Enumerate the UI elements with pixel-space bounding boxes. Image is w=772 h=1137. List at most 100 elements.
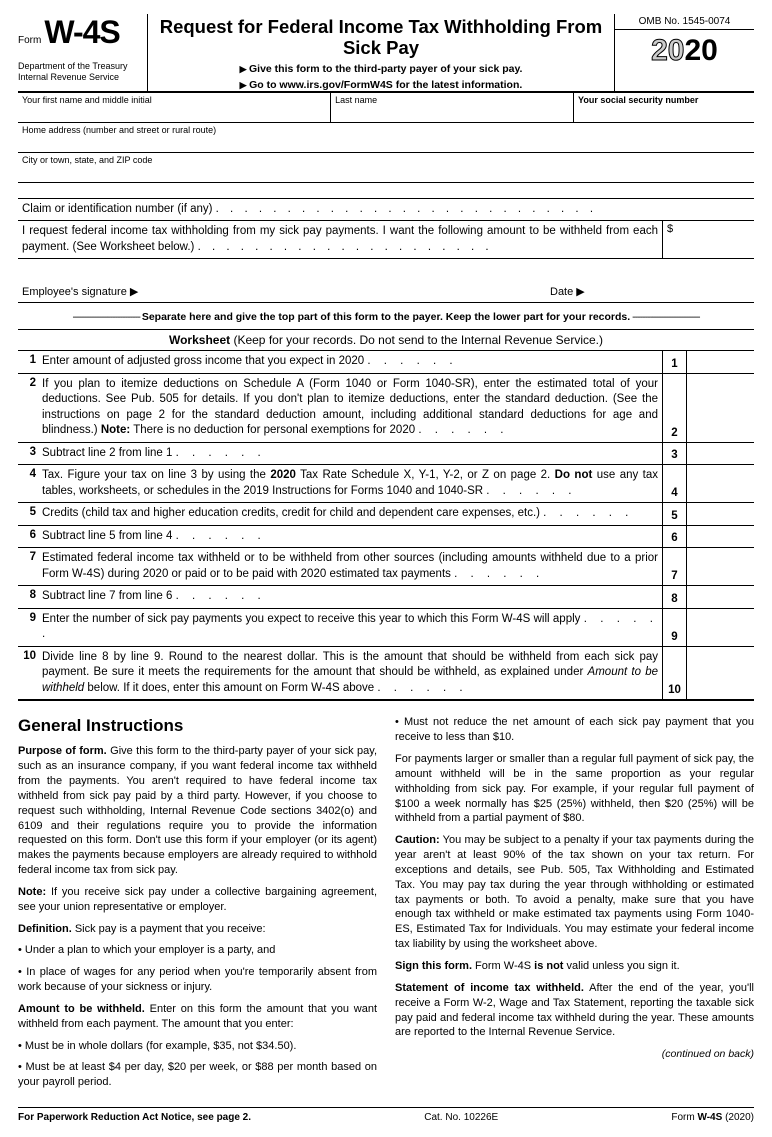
- line-desc: Subtract line 2 from line 1 . . . . . .: [40, 443, 662, 465]
- omb: OMB No. 1545-0074: [615, 14, 754, 30]
- worksheet-line-6: 6Subtract line 5 from line 4 . . . . . .…: [18, 526, 754, 549]
- worksheet: 1Enter amount of adjusted gross income t…: [18, 351, 754, 701]
- year: 2020: [615, 30, 754, 68]
- first-name-field[interactable]: Your first name and middle initial: [18, 93, 331, 122]
- instruction-para: Must not reduce the net amount of each s…: [395, 715, 754, 745]
- line-number: 3: [18, 443, 40, 465]
- line-box-val[interactable]: [686, 503, 754, 525]
- claim-row: Claim or identification number (if any) …: [18, 199, 754, 222]
- line-box-val[interactable]: [686, 374, 754, 442]
- line-desc: Tax. Figure your tax on line 3 by using …: [40, 465, 662, 502]
- line-box-num: 3: [662, 443, 686, 465]
- wks-title-b: Worksheet: [169, 333, 230, 347]
- instruction-para: Caution: You may be subject to a penalty…: [395, 833, 754, 952]
- amount-field[interactable]: $: [662, 221, 754, 258]
- line-box-num: 4: [662, 465, 686, 502]
- instruction-para: For payments larger or smaller than a re…: [395, 752, 754, 826]
- request-row: I request federal income tax withholding…: [18, 221, 754, 259]
- line-number: 2: [18, 374, 40, 442]
- footer-center: Cat. No. 10226E: [424, 1112, 498, 1123]
- city-field[interactable]: City or town, state, and ZIP code: [18, 153, 754, 182]
- instruction-para: Sign this form. Form W-4S is not valid u…: [395, 959, 754, 974]
- name-row: Your first name and middle initial Last …: [18, 93, 754, 123]
- instruction-para: Must be in whole dollars (for example, $…: [18, 1039, 377, 1054]
- last-name-field[interactable]: Last name: [331, 93, 574, 122]
- worksheet-line-9: 9Enter the number of sick pay payments y…: [18, 609, 754, 647]
- line-box-val[interactable]: [686, 609, 754, 646]
- line-box-num: 5: [662, 503, 686, 525]
- form-page: Form W-4S Department of the Treasury Int…: [0, 0, 772, 1137]
- line-box-val[interactable]: [686, 526, 754, 548]
- sub2: Go to www.irs.gov/FormW4S for the latest…: [154, 79, 608, 91]
- line-box-num: 9: [662, 609, 686, 646]
- line-box-val[interactable]: [686, 351, 754, 373]
- line-desc: Enter amount of adjusted gross income th…: [40, 351, 662, 373]
- worksheet-header: Worksheet (Keep for your records. Do not…: [18, 329, 754, 351]
- instruction-para: Under a plan to which your employer is a…: [18, 943, 377, 958]
- line-number: 7: [18, 548, 40, 585]
- city-row: City or town, state, and ZIP code: [18, 153, 754, 183]
- date-field[interactable]: Date ▶: [550, 285, 750, 298]
- footer: For Paperwork Reduction Act Notice, see …: [18, 1107, 754, 1123]
- line-desc: Divide line 8 by line 9. Round to the ne…: [40, 647, 662, 700]
- instruction-para: In place of wages for any period when yo…: [18, 965, 377, 995]
- separator: Separate here and give the top part of t…: [18, 303, 754, 329]
- ssn-field[interactable]: Your social security number: [574, 93, 754, 122]
- sub1: Give this form to the third-party payer …: [154, 63, 608, 75]
- line-number: 4: [18, 465, 40, 502]
- instruction-para: Amount to be withheld. Enter on this for…: [18, 1002, 377, 1032]
- instructions-heading: General Instructions: [18, 715, 377, 738]
- line-desc: Enter the number of sick pay payments yo…: [40, 609, 662, 646]
- line-box-val[interactable]: [686, 465, 754, 502]
- dept-line1: Department of the Treasury: [18, 61, 143, 72]
- line-desc: If you plan to itemize deductions on Sch…: [40, 374, 662, 442]
- signature-field[interactable]: Employee's signature ▶: [22, 285, 550, 298]
- worksheet-line-3: 3Subtract line 2 from line 1 . . . . . .…: [18, 443, 754, 466]
- line-box-num: 1: [662, 351, 686, 373]
- line-desc: Subtract line 7 from line 6 . . . . . .: [40, 586, 662, 608]
- address-row: Home address (number and street or rural…: [18, 123, 754, 153]
- instructions-left: General Instructions Purpose of form. Gi…: [18, 715, 377, 1097]
- header-mid: Request for Federal Income Tax Withholdi…: [148, 14, 614, 91]
- worksheet-line-7: 7Estimated federal income tax withheld o…: [18, 548, 754, 586]
- line-box-val[interactable]: [686, 443, 754, 465]
- worksheet-line-1: 1Enter amount of adjusted gross income t…: [18, 351, 754, 374]
- form-title: Request for Federal Income Tax Withholdi…: [154, 16, 608, 59]
- instruction-para: Purpose of form. Give this form to the t…: [18, 744, 377, 878]
- line-box-val[interactable]: [686, 548, 754, 585]
- instruction-para: Note: If you receive sick pay under a co…: [18, 885, 377, 915]
- line-box-num: 2: [662, 374, 686, 442]
- line-box-val[interactable]: [686, 647, 754, 700]
- line-box-num: 10: [662, 647, 686, 700]
- worksheet-line-5: 5Credits (child tax and higher education…: [18, 503, 754, 526]
- header-right: OMB No. 1545-0074 2020: [614, 14, 754, 91]
- address-field[interactable]: Home address (number and street or rural…: [18, 123, 754, 152]
- line-box-val[interactable]: [686, 586, 754, 608]
- wks-title-r: (Keep for your records. Do not send to t…: [230, 333, 603, 347]
- header: Form W-4S Department of the Treasury Int…: [18, 14, 754, 93]
- footer-right: Form W-4S (2020): [671, 1112, 754, 1123]
- spacer: [18, 183, 754, 199]
- year-grey: 20: [651, 34, 684, 67]
- claim-text[interactable]: Claim or identification number (if any) …: [18, 199, 754, 221]
- footer-left: For Paperwork Reduction Act Notice, see …: [18, 1112, 251, 1123]
- line-number: 1: [18, 351, 40, 373]
- line-box-num: 8: [662, 586, 686, 608]
- year-bold: 20: [685, 34, 718, 67]
- instructions-right: Must not reduce the net amount of each s…: [395, 715, 754, 1097]
- worksheet-line-8: 8Subtract line 7 from line 6 . . . . . .…: [18, 586, 754, 609]
- instructions: General Instructions Purpose of form. Gi…: [18, 715, 754, 1097]
- line-box-num: 7: [662, 548, 686, 585]
- line-desc: Subtract line 5 from line 4 . . . . . .: [40, 526, 662, 548]
- instruction-para: Definition. Sick pay is a payment that y…: [18, 922, 377, 937]
- line-desc: Credits (child tax and higher education …: [40, 503, 662, 525]
- line-number: 5: [18, 503, 40, 525]
- line-number: 9: [18, 609, 40, 646]
- form-prefix: Form: [18, 35, 41, 46]
- instruction-para: Statement of income tax withheld. After …: [395, 981, 754, 1040]
- dept: Department of the Treasury Internal Reve…: [18, 61, 143, 83]
- form-code: W-4S: [44, 14, 119, 50]
- line-number: 6: [18, 526, 40, 548]
- line-desc: Estimated federal income tax withheld or…: [40, 548, 662, 585]
- line-number: 8: [18, 586, 40, 608]
